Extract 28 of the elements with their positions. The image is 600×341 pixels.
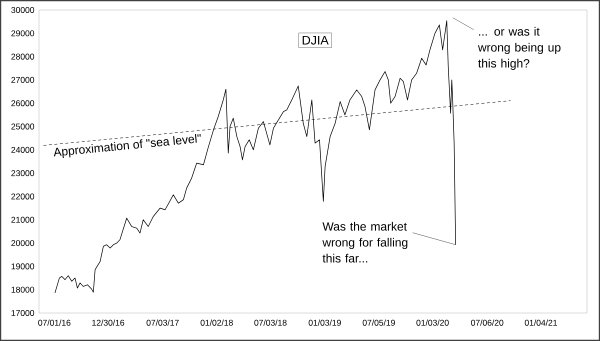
y-tick-label: 28000: [11, 54, 34, 60]
x-tick-label: 07/06/20: [471, 320, 504, 326]
x-tick-label: 07/05/19: [362, 320, 395, 326]
y-tick-label: 18000: [12, 286, 34, 293]
annotation: Approximation of "sea level": [54, 134, 201, 158]
x-tick-label: 12/30/16: [92, 320, 124, 326]
x-tick-label: 01/04/21: [524, 320, 558, 326]
y-tick-label: 20000: [11, 240, 34, 246]
x-tick-label: 01/03/19: [308, 320, 341, 326]
y-tick-label: 30000: [11, 7, 34, 13]
y-tick-label: 21000: [11, 216, 34, 223]
y-tick-label: 17000: [12, 310, 34, 316]
y-tick-label: 25000: [11, 124, 34, 130]
y-tick-label: 26000: [11, 100, 34, 106]
x-tick-label: 01/03/20: [416, 320, 449, 326]
y-tick-label: 27000: [11, 76, 34, 83]
y-tick-label: 22000: [11, 193, 34, 200]
y-tick-label: 19000: [12, 263, 34, 270]
x-tick-label: 07/03/17: [146, 320, 179, 326]
text: DJIA: [302, 36, 329, 45]
y-tick-label: 24000: [11, 146, 34, 153]
x-tick-label: 07/03/18: [254, 320, 287, 326]
annotation: Was the market wrong for falling this far...: [322, 222, 408, 263]
x-tick-label: 07/01/16: [38, 320, 70, 326]
y-tick-label: 23000: [11, 170, 34, 176]
annotation: ... or was it wrong being up this high?: [478, 26, 561, 70]
x-tick-label: 01/02/18: [200, 320, 233, 326]
y-tick-label: 29000: [11, 30, 34, 36]
